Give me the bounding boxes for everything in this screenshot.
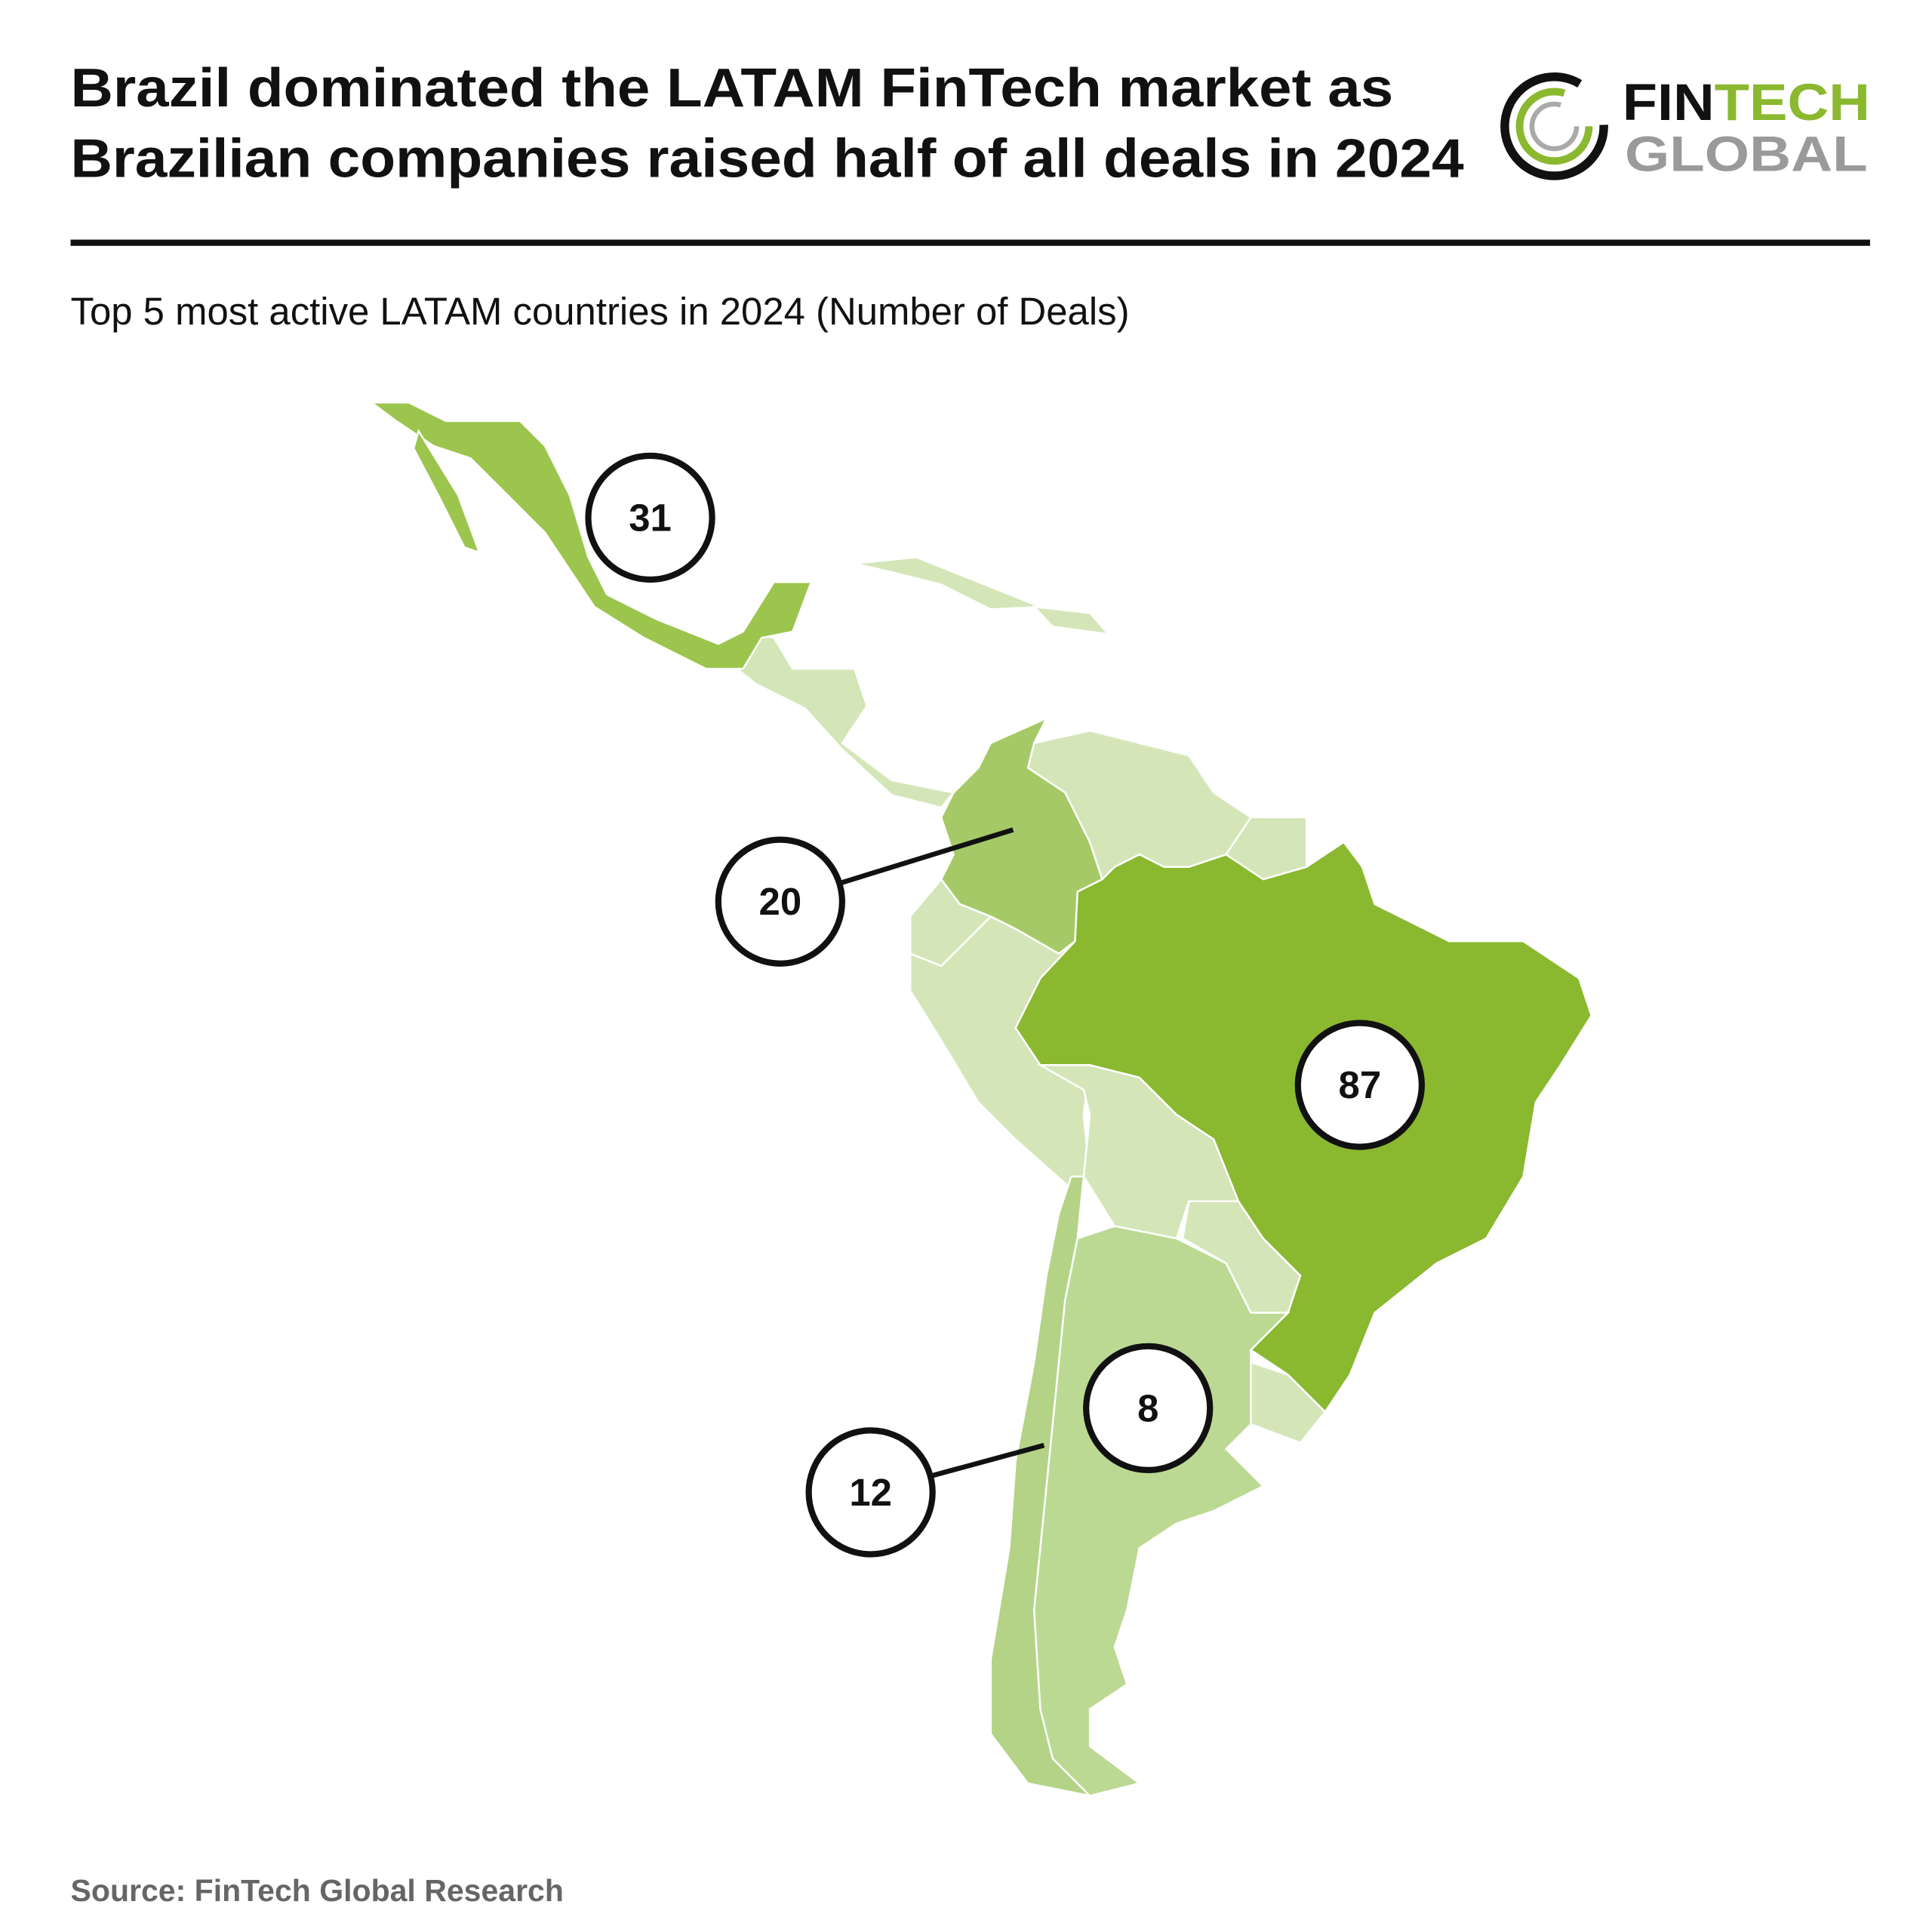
value-label: 87 bbox=[1339, 1063, 1382, 1106]
value-label: 8 bbox=[1137, 1386, 1158, 1429]
title-line: Brazilian companies raised half of all d… bbox=[71, 129, 1464, 189]
logo-fin: FIN bbox=[1623, 73, 1715, 131]
country-shape bbox=[412, 429, 481, 554]
logo-ring bbox=[1529, 101, 1580, 152]
value-bubble bbox=[585, 452, 715, 583]
title-line: Brazil dominated the LATAM FinTech marke… bbox=[71, 58, 1394, 118]
value-labels: 87 31 20 12 8 bbox=[585, 452, 1425, 1558]
logo-global: GLOBAL bbox=[1625, 126, 1868, 181]
value-bubble bbox=[715, 836, 845, 967]
leader-line bbox=[838, 827, 1014, 886]
logo-text: FIN TECH bbox=[1623, 73, 1870, 131]
value-bubble bbox=[805, 1427, 936, 1558]
subtitle: Top 5 most active LATAM countries in 202… bbox=[71, 290, 1130, 333]
country-shape bbox=[854, 556, 1041, 611]
country-shape bbox=[1033, 1225, 1291, 1797]
country-shape bbox=[1014, 841, 1593, 1414]
source: Source: FinTech Global Research bbox=[71, 1873, 564, 1908]
value-label: 31 bbox=[629, 496, 672, 539]
map bbox=[368, 401, 1593, 1798]
country-shape bbox=[736, 630, 955, 809]
logo-ring bbox=[1500, 72, 1608, 180]
header: Brazil dominated the LATAM FinTech marke… bbox=[71, 58, 1870, 333]
value-bubble bbox=[1083, 1343, 1214, 1473]
country-shape bbox=[1032, 605, 1111, 635]
logo: FIN TECH GLOBAL bbox=[1500, 72, 1870, 181]
value-bubble bbox=[1294, 1020, 1425, 1150]
value-label: 20 bbox=[759, 880, 802, 923]
leader-line bbox=[929, 1442, 1045, 1479]
country-shape bbox=[940, 716, 1104, 955]
country-shape bbox=[368, 401, 813, 670]
logo-tech: TECH bbox=[1715, 73, 1870, 131]
logo-ring bbox=[1515, 88, 1593, 165]
value-label: 12 bbox=[849, 1471, 892, 1514]
